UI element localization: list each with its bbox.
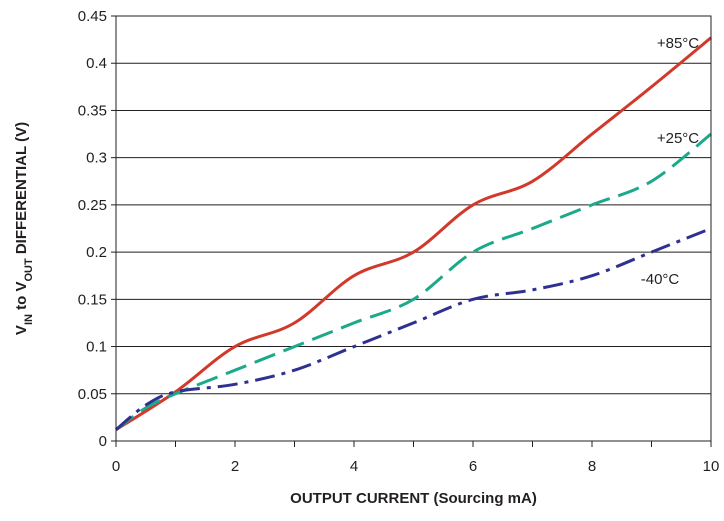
series-label-0: +85°C xyxy=(657,35,699,52)
y-tick-label: 0.05 xyxy=(78,386,107,403)
series-labels: +85°C +25°C -40°C xyxy=(641,35,700,288)
y-axis-title-subscript: OUT xyxy=(23,258,35,282)
y-axis-title-part: to V xyxy=(13,282,30,315)
series-line-2 xyxy=(115,227,712,431)
series-line-1 xyxy=(115,132,712,431)
y-tick-label: 0.25 xyxy=(78,197,107,214)
series-label-2: -40°C xyxy=(641,271,680,288)
series-line-0 xyxy=(115,36,712,431)
y-tick-label: 0.2 xyxy=(86,244,107,261)
y-tick-label: 0.3 xyxy=(86,150,107,167)
y-axis-title-subscript: IN xyxy=(23,314,35,325)
y-axis-title-part: DIFFERENTIAL (V) xyxy=(13,122,30,258)
y-axis-title-part: V xyxy=(13,325,30,335)
series-lines xyxy=(115,36,712,431)
y-tick-label: 0.4 xyxy=(86,55,107,72)
x-tick-label: 10 xyxy=(703,458,720,475)
axis-ticks: 0 0.05 0.1 0.15 0.2 0.25 0.3 0.35 0.4 0.45 0 2 4 6 8 10 xyxy=(78,8,720,475)
x-axis-title: OUTPUT CURRENT (Sourcing mA) xyxy=(290,490,537,507)
y-tick-label: 0.15 xyxy=(78,291,107,308)
x-tick-label: 8 xyxy=(588,458,596,475)
y-tick-label: 0.45 xyxy=(78,8,107,25)
x-tick-label: 0 xyxy=(112,458,120,475)
y-tick-label: 0 xyxy=(99,433,107,450)
y-tick-label: 0.35 xyxy=(78,102,107,119)
y-axis-title: VIN to VOUT DIFFERENTIAL (V) xyxy=(13,122,35,335)
x-tick-label: 2 xyxy=(231,458,239,475)
series-label-1: +25°C xyxy=(657,130,699,147)
x-tick-label: 6 xyxy=(469,458,477,475)
x-tick-label: 4 xyxy=(350,458,358,475)
y-tick-label: 0.1 xyxy=(86,339,107,356)
